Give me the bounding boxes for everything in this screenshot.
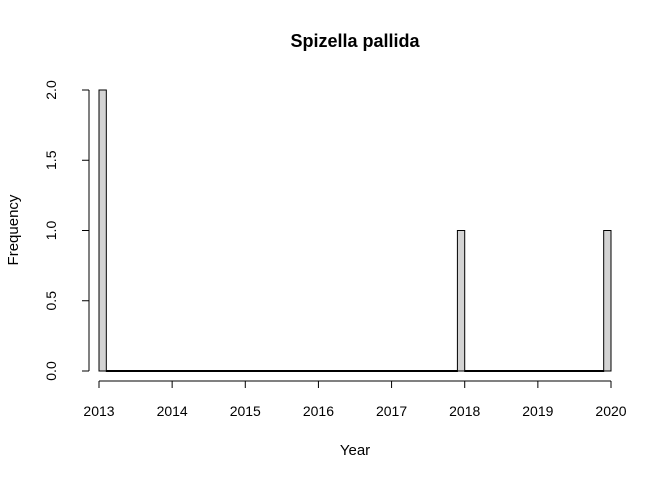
empty-bin bbox=[537, 370, 546, 372]
empty-bin bbox=[369, 370, 378, 372]
empty-bin bbox=[105, 370, 115, 372]
empty-bin bbox=[493, 370, 502, 372]
x-tick-label: 2013 bbox=[83, 403, 114, 419]
empty-bin bbox=[376, 370, 385, 372]
empty-bin bbox=[339, 370, 349, 372]
empty-bin bbox=[449, 370, 458, 372]
empty-bin bbox=[237, 370, 246, 372]
empty-bin bbox=[420, 370, 429, 372]
empty-bin bbox=[135, 370, 144, 372]
empty-bin bbox=[325, 370, 334, 372]
empty-bin bbox=[266, 370, 276, 372]
empty-bin bbox=[113, 370, 122, 372]
empty-bin bbox=[164, 370, 173, 372]
y-axis-label: Frequency bbox=[5, 194, 22, 265]
empty-bin bbox=[186, 370, 195, 372]
empty-bin bbox=[508, 370, 517, 372]
empty-bin bbox=[391, 370, 400, 372]
y-tick-label: 1.0 bbox=[43, 221, 59, 241]
empty-bin bbox=[361, 370, 371, 372]
empty-bin bbox=[120, 370, 129, 372]
empty-bin bbox=[434, 370, 444, 372]
x-tick-label: 2014 bbox=[157, 403, 188, 419]
empty-bin bbox=[222, 370, 232, 372]
chart-title: Spizella pallida bbox=[290, 31, 420, 51]
empty-bin bbox=[544, 370, 553, 372]
empty-bin bbox=[478, 370, 488, 372]
empty-bin bbox=[215, 370, 224, 372]
empty-bin bbox=[259, 370, 268, 372]
x-tick-label: 2019 bbox=[522, 403, 553, 419]
x-tick-label: 2020 bbox=[595, 403, 626, 419]
empty-bin bbox=[442, 370, 451, 372]
empty-bin bbox=[471, 370, 480, 372]
y-tick-label: 1.5 bbox=[43, 150, 59, 170]
y-axis: 0.0 0.5 1.0 1.5 2.0 bbox=[43, 80, 90, 381]
empty-bin bbox=[317, 370, 327, 372]
empty-bin bbox=[332, 370, 341, 372]
empty-bin bbox=[157, 370, 166, 372]
empty-bin bbox=[398, 370, 407, 372]
empty-bin bbox=[171, 370, 180, 372]
empty-bin bbox=[551, 370, 561, 372]
empty-bin bbox=[208, 370, 217, 372]
empty-bin bbox=[274, 370, 283, 372]
empty-bin bbox=[230, 370, 239, 372]
empty-bin bbox=[413, 370, 422, 372]
empty-bin bbox=[142, 370, 151, 372]
x-axis-label: Year bbox=[340, 442, 370, 459]
y-tick-label: 0.5 bbox=[43, 291, 59, 311]
empty-bin bbox=[464, 370, 473, 372]
empty-bin bbox=[405, 370, 415, 372]
bars bbox=[98, 89, 612, 372]
empty-bin bbox=[281, 370, 290, 372]
empty-bin bbox=[303, 370, 312, 372]
y-tick-label: 2.0 bbox=[43, 80, 59, 100]
empty-bin bbox=[573, 370, 583, 372]
x-tick-label: 2015 bbox=[230, 403, 261, 419]
x-tick-label: 2018 bbox=[449, 403, 480, 419]
empty-bin bbox=[252, 370, 261, 372]
empty-bin bbox=[288, 370, 297, 372]
empty-bin bbox=[127, 370, 137, 372]
empty-bin bbox=[178, 370, 188, 372]
empty-bin bbox=[347, 370, 356, 372]
empty-bin bbox=[193, 370, 202, 372]
empty-bin bbox=[486, 370, 495, 372]
empty-bin bbox=[244, 370, 254, 372]
empty-bin bbox=[310, 370, 319, 372]
empty-bin bbox=[566, 370, 575, 372]
empty-bin bbox=[522, 370, 532, 372]
empty-bin bbox=[515, 370, 524, 372]
histogram-bar bbox=[456, 230, 466, 372]
baseline-bins bbox=[105, 370, 605, 372]
empty-bin bbox=[588, 370, 597, 372]
empty-bin bbox=[581, 370, 590, 372]
empty-bin bbox=[200, 370, 210, 372]
x-tick-label: 2017 bbox=[376, 403, 407, 419]
empty-bin bbox=[500, 370, 510, 372]
empty-bin bbox=[530, 370, 539, 372]
x-tick-label: 2016 bbox=[303, 403, 334, 419]
empty-bin bbox=[149, 370, 159, 372]
histogram-bar bbox=[603, 230, 612, 372]
empty-bin bbox=[354, 370, 363, 372]
y-tick-label: 0.0 bbox=[43, 361, 59, 381]
empty-bin bbox=[559, 370, 568, 372]
empty-bin bbox=[295, 370, 305, 372]
empty-bin bbox=[595, 370, 605, 372]
histogram-bar bbox=[98, 89, 107, 372]
empty-bin bbox=[383, 370, 393, 372]
x-axis: 2013 2014 2015 2016 2017 2018 2019 2020 bbox=[83, 380, 627, 419]
empty-bin bbox=[427, 370, 436, 372]
